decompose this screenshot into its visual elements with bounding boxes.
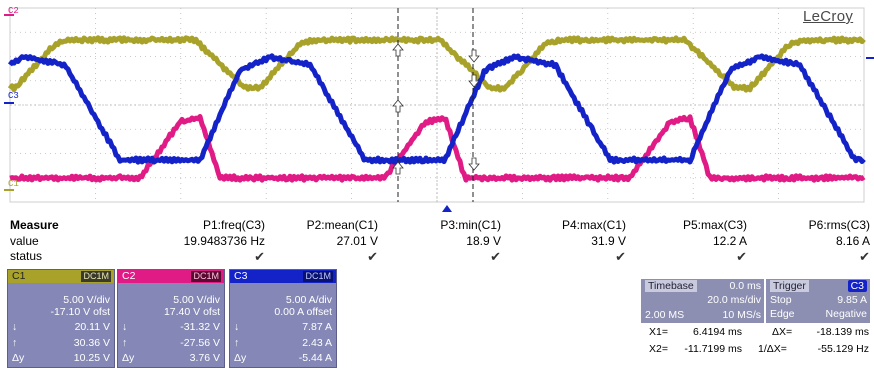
x2-label: X2= — [649, 343, 668, 355]
c1-coupling: DC1M — [81, 271, 111, 282]
waveform-display[interactable] — [0, 0, 874, 212]
trigger-slope: Negative — [825, 308, 867, 320]
c1-scale: 5.00 V/div — [63, 294, 110, 306]
c1-label: C1 — [12, 270, 26, 282]
c2-up-label: ↑ — [122, 337, 128, 349]
inv-dx-label: 1/ΔX= — [758, 343, 787, 355]
brand-logo: LeCroy — [803, 8, 854, 25]
timebase-scale: 20.0 ms/div — [707, 294, 761, 306]
p2-value: 27.01 V — [336, 234, 378, 248]
arrow-x1-c3 — [392, 99, 404, 113]
arrow-x2-c1 — [468, 49, 480, 63]
timebase-samples: 2.00 MS — [645, 309, 685, 321]
c1-down-label: ↓ — [12, 321, 18, 333]
p2-status: ✔ — [367, 249, 378, 264]
arrow-x2-c3 — [468, 74, 480, 88]
c1-dy-label: Δy — [12, 352, 25, 364]
p4-value: 31.9 V — [591, 234, 626, 248]
c2-marker: C2 — [8, 6, 19, 16]
c3-descriptor[interactable]: C3 DC1M 5.00 A/div 0.00 A offset ↓ 7.87 A… — [229, 269, 337, 368]
x1-value: 6.4194 ms — [692, 326, 742, 338]
trigger-type: Edge — [770, 308, 795, 320]
c1-up-label: ↑ — [12, 337, 18, 349]
c3-coupling: DC1M — [303, 271, 333, 282]
traces — [7, 35, 866, 183]
c2-coupling: DC1M — [191, 271, 221, 282]
timebase-panel[interactable]: Timebase 0.0 ms 20.0 ms/div — [641, 279, 764, 309]
c2-dy-label: Δy — [122, 352, 135, 364]
trigger-label: Trigger — [770, 280, 809, 292]
x2-value: -11.7199 ms — [684, 343, 742, 355]
c3-up-label: ↑ — [234, 337, 240, 349]
measure-header: Measure — [10, 218, 59, 232]
c2-offset: 17.40 V ofst — [163, 306, 220, 318]
p4-name[interactable]: P4:max(C1) — [561, 218, 626, 232]
c1-offset: -17.10 V ofst — [50, 306, 110, 318]
c3-dy-value: -5.44 A — [298, 352, 332, 364]
p5-name[interactable]: P5:max(C3) — [682, 218, 747, 232]
c1-descriptor[interactable]: C1 DC1M 5.00 V/div -17.10 V ofst ↓ 20.11 … — [7, 269, 115, 368]
c2-label: C2 — [122, 270, 136, 282]
c2-down-value: -31.32 V — [180, 321, 220, 333]
trigger-source: C3 — [847, 280, 867, 292]
trigger-position-marker — [442, 205, 452, 212]
p4-status: ✔ — [615, 249, 626, 264]
c1-trace — [7, 35, 866, 93]
c3-down-value: 7.87 A — [302, 321, 332, 333]
c1-up-value: 30.36 V — [73, 337, 110, 349]
status-row-label: status — [10, 249, 43, 263]
x1-label: X1= — [649, 326, 668, 338]
c2-up-value: -27.56 V — [180, 337, 220, 349]
p1-value: 19.9483736 Hz — [183, 234, 265, 248]
p5-status: ✔ — [736, 249, 747, 264]
c3-label: C3 — [234, 270, 248, 282]
dx-value: -18.139 ms — [816, 326, 869, 338]
p6-status: ✔ — [859, 249, 870, 264]
p1-status: ✔ — [254, 249, 265, 264]
arrow-x1-c1 — [392, 43, 404, 57]
p3-name[interactable]: P3:min(C1) — [440, 218, 501, 232]
p1-name[interactable]: P1:freq(C3) — [202, 218, 265, 232]
c2-down-label: ↓ — [122, 321, 128, 333]
c3-marker: C3 — [8, 91, 19, 101]
trigger-panel[interactable]: Trigger C3 Stop 9.85 A Edge Negative — [766, 279, 870, 323]
timebase-delay: 0.0 ms — [729, 280, 761, 292]
arrow-x1-c2 — [392, 161, 404, 175]
timebase-rate: 10 MS/s — [722, 309, 761, 321]
dx-label: ΔX= — [772, 326, 793, 338]
p6-value: 8.16 A — [835, 234, 870, 248]
timebase-label: Timebase — [645, 280, 697, 292]
c3-dy-label: Δy — [234, 352, 247, 364]
cursor-arrows — [4, 14, 874, 212]
c3-up-value: 2.43 A — [302, 337, 332, 349]
c3-down-label: ↓ — [234, 321, 240, 333]
c3-trace — [7, 53, 866, 165]
c3-scale: 5.00 A/div — [285, 294, 332, 306]
c3-offset: 0.00 A offset — [274, 306, 332, 318]
c2-descriptor[interactable]: C2 DC1M 5.00 V/div 17.40 V ofst ↓ -31.32 … — [117, 269, 225, 368]
p3-value: 18.9 V — [466, 234, 501, 248]
c2-dy-value: 3.76 V — [189, 352, 220, 364]
c1-dy-value: 10.25 V — [73, 352, 110, 364]
p5-value: 12.2 A — [712, 234, 747, 248]
p3-status: ✔ — [490, 249, 501, 264]
inv-dx-value: -55.129 Hz — [817, 343, 869, 355]
measure-panel: Measure value status P1:freq(C3) 19.9483… — [0, 218, 874, 268]
c1-down-value: 20.11 V — [74, 321, 110, 333]
arrow-x2-c2 — [468, 157, 480, 171]
value-row-label: value — [10, 234, 39, 248]
c2-scale: 5.00 V/div — [173, 294, 220, 306]
p2-name[interactable]: P2:mean(C1) — [306, 218, 378, 232]
timebase-samples-row: 2.00 MS 10 MS/s — [641, 309, 764, 323]
trigger-mode: Stop — [770, 294, 792, 306]
c1-marker: C1 — [8, 179, 19, 189]
trigger-level: 9.85 A — [837, 294, 867, 306]
p6-name[interactable]: P6:rms(C3) — [808, 218, 870, 232]
